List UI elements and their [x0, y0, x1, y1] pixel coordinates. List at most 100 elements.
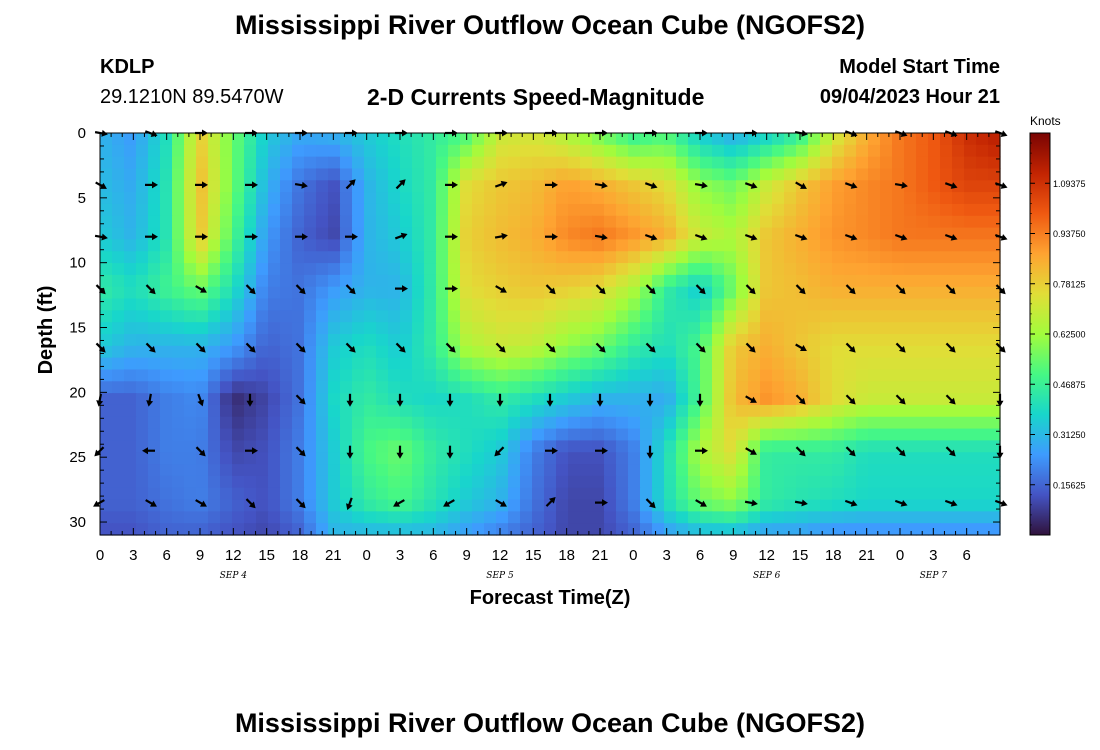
- heatmap-cell: [868, 357, 881, 371]
- heatmap-cell: [232, 274, 245, 288]
- heatmap-cell: [232, 227, 245, 241]
- heatmap-cell: [856, 168, 869, 181]
- heatmap-cell: [880, 345, 893, 359]
- heatmap-cell: [868, 404, 881, 418]
- heatmap-cell: [712, 144, 725, 158]
- current-vector: [445, 181, 458, 189]
- heatmap-cell: [508, 251, 521, 264]
- heatmap-cell: [388, 428, 401, 442]
- heatmap-cell: [688, 523, 701, 536]
- heatmap-cell: [760, 192, 773, 205]
- x-tick-label: 3: [929, 547, 937, 564]
- heatmap-cell: [580, 144, 593, 158]
- heatmap-cell: [124, 416, 137, 430]
- heatmap-cell: [856, 511, 869, 524]
- heatmap-cell: [784, 475, 797, 489]
- heatmap-cell: [196, 144, 209, 158]
- heatmap-cell: [376, 156, 389, 170]
- heatmap-cell: [436, 487, 449, 501]
- heatmap-cell: [604, 310, 617, 323]
- heatmap-cell: [568, 310, 581, 323]
- heatmap-cell: [400, 464, 413, 477]
- heatmap-cell: [472, 487, 485, 501]
- heatmap-cell: [232, 263, 245, 276]
- heatmap-cell: [424, 499, 437, 512]
- heatmap-cell: [832, 263, 845, 276]
- heatmap-cell: [904, 251, 917, 264]
- heatmap-cell: [640, 203, 653, 217]
- heatmap-cell: [364, 345, 377, 359]
- heatmap-cell: [760, 322, 773, 335]
- heatmap-cell: [124, 251, 137, 264]
- heatmap-cell: [124, 192, 137, 205]
- heatmap-cell: [604, 345, 617, 359]
- heatmap-cell: [772, 203, 785, 217]
- heatmap-cell: [172, 416, 185, 430]
- heatmap-cell: [784, 168, 797, 181]
- heatmap-cell: [460, 310, 473, 323]
- plot-frame: [99, 132, 1001, 536]
- heatmap-cell: [436, 369, 449, 382]
- heatmap-cell: [424, 274, 437, 288]
- heatmap-cell: [796, 452, 809, 465]
- heatmap-cell: [352, 334, 365, 347]
- heatmap-cell: [652, 357, 665, 371]
- heatmap-cell: [820, 428, 833, 442]
- heatmap-cell: [664, 393, 677, 406]
- heatmap-cell: [808, 215, 821, 229]
- current-vector: [745, 395, 757, 403]
- heatmap-cell: [484, 334, 497, 347]
- heatmap-cell: [340, 334, 353, 347]
- heatmap-cell: [220, 168, 233, 181]
- heatmap-cell: [352, 475, 365, 489]
- heatmap-cell: [928, 452, 941, 465]
- heatmap-cell: [928, 227, 941, 241]
- y-axis-label: Depth (ft): [35, 286, 57, 375]
- heatmap-cell: [460, 192, 473, 205]
- heatmap-cell: [472, 203, 485, 217]
- heatmap-cell: [964, 239, 977, 252]
- heatmap-cell: [304, 274, 317, 288]
- heatmap-cell: [760, 393, 773, 406]
- heatmap-cell: [292, 440, 305, 453]
- heatmap-cell: [580, 369, 593, 382]
- heatmap-cell: [340, 156, 353, 170]
- heatmap-cell: [520, 203, 533, 217]
- heatmap-cell: [736, 274, 749, 288]
- heatmap-cell: [316, 357, 329, 371]
- heatmap-cell: [712, 464, 725, 477]
- heatmap-cell: [244, 381, 257, 394]
- heatmap-cell: [280, 416, 293, 430]
- heatmap-cell: [580, 239, 593, 252]
- heatmap-cell: [508, 215, 521, 229]
- heatmap-cell: [508, 487, 521, 501]
- heatmap-cell: [280, 251, 293, 264]
- heatmap-cell: [220, 144, 233, 158]
- heatmap-cell: [736, 393, 749, 406]
- heatmap-cell: [916, 298, 929, 311]
- heatmap-cell: [232, 475, 245, 489]
- heatmap-cell: [772, 499, 785, 512]
- heatmap-cell: [364, 416, 377, 430]
- heatmap-cell: [220, 357, 233, 371]
- heatmap-cell: [844, 404, 857, 418]
- heatmap-cell: [292, 192, 305, 205]
- heatmap-cell: [304, 298, 317, 311]
- heatmap-cell: [160, 345, 173, 359]
- heatmap-cell: [376, 144, 389, 158]
- heatmap-cell: [784, 144, 797, 158]
- heatmap-cell: [844, 523, 857, 536]
- heatmap-cell: [520, 440, 533, 453]
- heatmap-cell: [508, 239, 521, 252]
- heatmap-cell: [760, 416, 773, 430]
- heatmap-cell: [892, 156, 905, 170]
- heatmap-cell: [436, 511, 449, 524]
- heatmap-cell: [580, 475, 593, 489]
- heatmap-cell: [280, 369, 293, 382]
- heatmap-cell: [244, 192, 257, 205]
- heatmap-cell: [712, 440, 725, 453]
- heatmap-cell: [616, 180, 629, 193]
- x-tick-label: 9: [729, 547, 737, 564]
- heatmap-cell: [160, 180, 173, 193]
- heatmap-cell: [136, 523, 149, 536]
